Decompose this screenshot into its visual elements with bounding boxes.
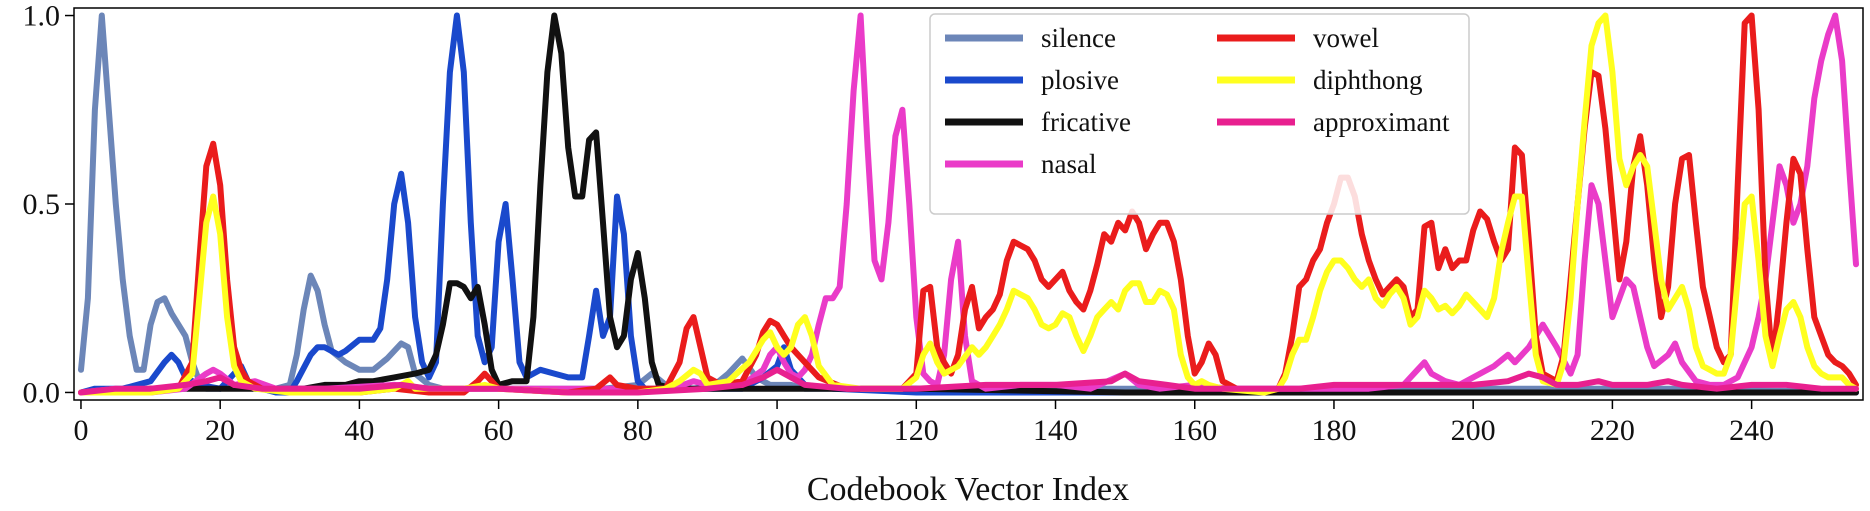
x-tick-label: 20 bbox=[205, 414, 235, 447]
series-line-silence bbox=[78, 12, 1859, 396]
y-tick-label: 0.0 bbox=[23, 376, 61, 409]
x-tick-label: 100 bbox=[755, 414, 800, 447]
x-tick-label: 80 bbox=[623, 414, 653, 447]
y-tick-label: 1.0 bbox=[23, 0, 61, 33]
legend-label-silence: silence bbox=[1041, 23, 1116, 53]
legend-label-vowel: vowel bbox=[1313, 23, 1379, 53]
x-tick-label: 140 bbox=[1033, 414, 1078, 447]
legend-label-diphthong: diphthong bbox=[1313, 65, 1423, 95]
legend-label-approximant: approximant bbox=[1313, 107, 1450, 137]
x-tick-label: 40 bbox=[344, 414, 374, 447]
x-tick-label: 120 bbox=[894, 414, 939, 447]
series-line-approximant bbox=[78, 366, 1859, 396]
y-tick-label: 0.5 bbox=[23, 188, 61, 221]
series-line-fricative bbox=[78, 12, 1859, 396]
x-tick-label: 60 bbox=[484, 414, 514, 447]
y-axis: 0.0 0.5 1.0 bbox=[23, 0, 74, 409]
x-tick-label: 160 bbox=[1172, 414, 1217, 447]
legend-label-nasal: nasal bbox=[1041, 149, 1096, 179]
legend-label-plosive: plosive bbox=[1041, 65, 1119, 95]
series-lines bbox=[78, 12, 1859, 396]
x-axis-label: Codebook Vector Index bbox=[807, 471, 1129, 508]
x-tick-label: 240 bbox=[1729, 414, 1774, 447]
series-line-vowel bbox=[78, 12, 1859, 396]
x-tick-label: 0 bbox=[73, 414, 88, 447]
x-axis: 0 20 40 60 80 100 120 140 160 180 200 220 240 bbox=[73, 400, 1774, 447]
x-tick-label: 220 bbox=[1590, 414, 1635, 447]
x-tick-label: 180 bbox=[1311, 414, 1356, 447]
legend: silence plosive fricative nasal vowel diphtho… bbox=[929, 13, 1470, 215]
legend-box bbox=[929, 13, 1470, 215]
x-tick-label: 200 bbox=[1451, 414, 1496, 447]
legend-label-fricative: fricative bbox=[1041, 107, 1131, 137]
